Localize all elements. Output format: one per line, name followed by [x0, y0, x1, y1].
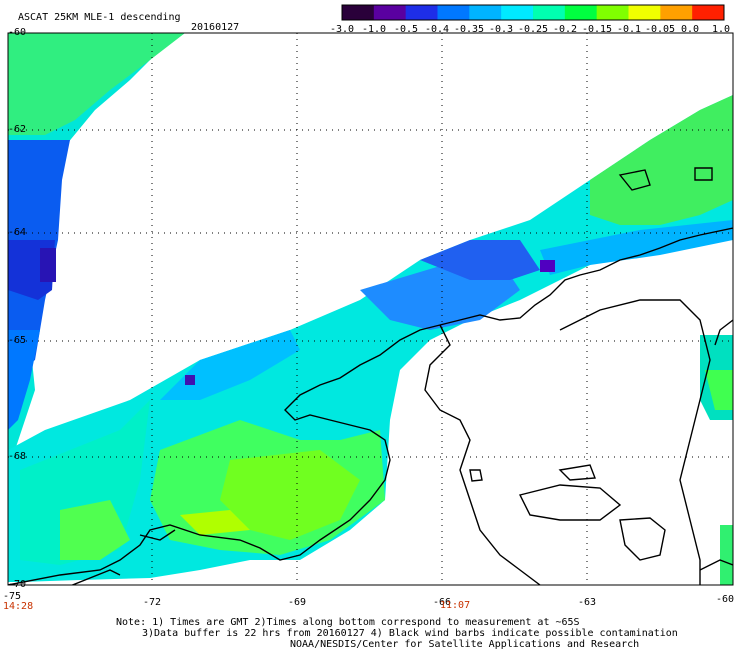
colorbar-segment [469, 5, 502, 20]
colorbar-label: -0.4 [424, 24, 450, 35]
graticule [8, 33, 733, 585]
colorbar-segment [405, 5, 438, 20]
colorbar-label: 1.0 [711, 24, 731, 35]
colorbar-label: -0.25 [517, 24, 549, 35]
map-title: ASCAT 25KM MLE-1 descending [18, 12, 181, 23]
time-label: 11:07 [440, 600, 471, 611]
colorbar-segment [437, 5, 470, 20]
footer-credit: NOAA/NESDIS/Center for Satellite Applica… [290, 639, 640, 650]
colorbar-frame [341, 4, 725, 21]
colorbar [342, 5, 725, 20]
swath-left [8, 33, 185, 470]
lon-label: -72 [143, 597, 162, 608]
lon-label: -66 [433, 597, 452, 608]
coastline [8, 167, 733, 585]
colorbar-segment [564, 5, 598, 20]
colorbar-label: -1.0 [361, 24, 387, 35]
colorbar-segment [628, 5, 661, 20]
lon-label: -69 [288, 597, 307, 608]
footer-note-1: Note: 1) Times are GMT 2)Times along bot… [116, 617, 580, 628]
lat-label: -62 [8, 124, 27, 135]
swath-main [8, 95, 733, 582]
lat-label: -60 [8, 27, 27, 38]
swath-right-strip [700, 335, 733, 585]
map-date: 20160127 [191, 22, 240, 33]
colorbar-label: -0.15 [581, 24, 613, 35]
colorbar-segment [692, 5, 725, 20]
colorbar-label: -0.2 [552, 24, 578, 35]
map-frame [7, 32, 734, 586]
lon-label: -63 [578, 597, 597, 608]
lat-label: -68 [8, 451, 27, 462]
lon-label: -75 [3, 591, 22, 602]
colorbar-segment [596, 5, 629, 20]
colorbar-label: -0.5 [393, 24, 419, 35]
colorbar-segment [342, 5, 375, 20]
colorbar-segment [533, 5, 566, 20]
lat-label: -70 [8, 579, 27, 590]
lon-label: -60 [716, 594, 735, 605]
colorbar-label: -0.1 [616, 24, 642, 35]
lat-label: -64 [8, 227, 27, 238]
time-label: 14:28 [3, 601, 34, 612]
colorbar-label: 0.0 [680, 24, 700, 35]
colorbar-segment [660, 5, 693, 20]
colorbar-label: -0.35 [453, 24, 485, 35]
colorbar-label: -0.3 [488, 24, 514, 35]
colorbar-label: -3.0 [329, 24, 355, 35]
colorbar-label: -0.05 [644, 24, 676, 35]
lat-label: -65 [8, 335, 27, 346]
colorbar-segment [501, 5, 534, 20]
footer-note-2: 3)Data buffer is 22 hrs from 20160127 4)… [142, 628, 678, 639]
colorbar-segment [373, 5, 407, 20]
